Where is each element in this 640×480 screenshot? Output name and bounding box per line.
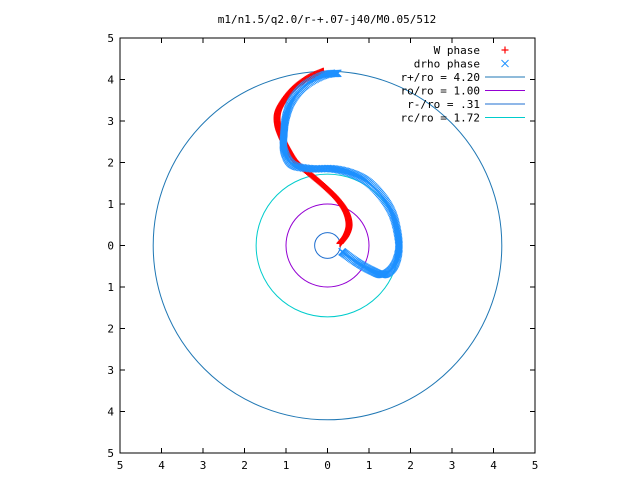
drho-phase-point xyxy=(314,73,322,82)
y-tick-label: 5 xyxy=(107,32,114,45)
x-tick-label: 1 xyxy=(283,459,290,472)
legend-label-w-phase: W phase xyxy=(434,44,480,57)
y-tick-label: 1 xyxy=(107,281,114,294)
series-drho-phase xyxy=(279,69,403,279)
chart-title: m1/n1.5/q2.0/r-+.07-j40/M0.05/512 xyxy=(218,13,437,26)
x-tick-label: 0 xyxy=(324,459,331,472)
legend-label-r-ro-31: r-/ro = .31 xyxy=(407,98,480,111)
data-points xyxy=(273,67,403,279)
legend-marker-w-phase xyxy=(501,46,509,54)
x-tick-label: 4 xyxy=(490,459,497,472)
x-tick-label: 4 xyxy=(158,459,165,472)
drho-phase-point xyxy=(388,209,397,218)
y-tick-label: 4 xyxy=(107,406,114,419)
drho-phase-point xyxy=(334,69,342,78)
drho-phase-point xyxy=(331,69,340,78)
legend-label-r-ro-4-20: r+/ro = 4.20 xyxy=(401,71,480,84)
circle-ro xyxy=(285,203,370,288)
drho-phase-point xyxy=(331,69,339,78)
x-tick-label: 1 xyxy=(366,459,373,472)
x-tick-label: 5 xyxy=(532,459,539,472)
drho-phase-point xyxy=(389,211,397,219)
x-tick-label: 3 xyxy=(449,459,456,472)
legend-label-rc-ro-1-72: rc/ro = 1.72 xyxy=(401,112,480,125)
y-tick-label: 3 xyxy=(107,115,114,128)
legend-label-ro-ro-1-00: ro/ro = 1.00 xyxy=(401,85,480,98)
drho-phase-point xyxy=(389,213,398,222)
y-tick-label: 3 xyxy=(107,364,114,377)
y-tick-label: 2 xyxy=(107,323,114,336)
x-tick-label: 3 xyxy=(200,459,207,472)
drho-phase-point xyxy=(389,212,398,221)
y-tick-label: 1 xyxy=(107,198,114,211)
legend-marker-drho-phase xyxy=(501,59,509,68)
y-tick-label: 4 xyxy=(107,74,114,87)
y-tick-label: 2 xyxy=(107,157,114,170)
x-tick-label: 5 xyxy=(117,459,124,472)
x-tick-label: 2 xyxy=(407,459,414,472)
y-tick-label: 5 xyxy=(107,447,114,460)
x-tick-label: 2 xyxy=(241,459,248,472)
legend-label-drho-phase: drho phase xyxy=(414,58,480,71)
y-tick-label: 0 xyxy=(107,240,114,253)
drho-phase-point xyxy=(315,73,324,81)
